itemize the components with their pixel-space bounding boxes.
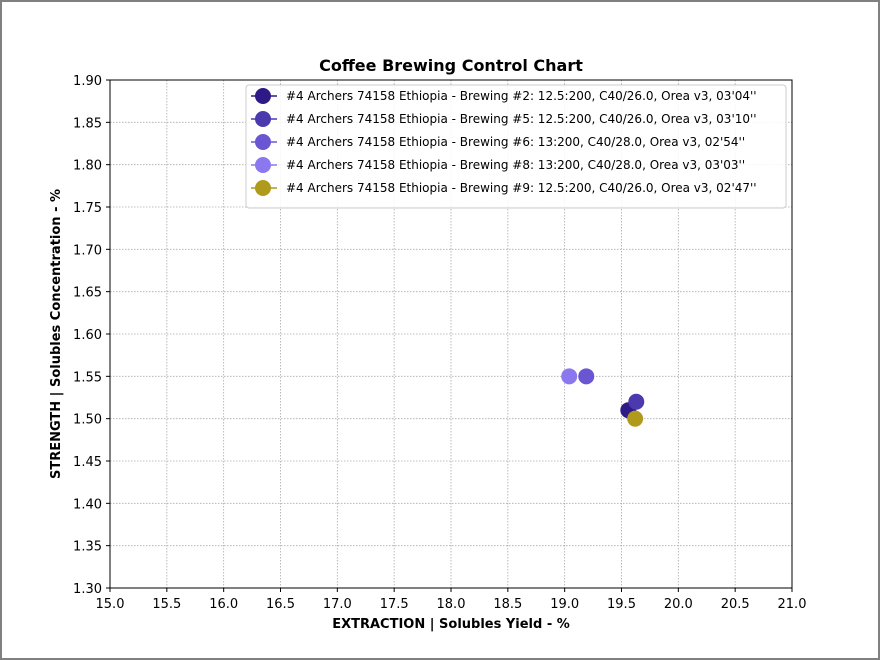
y-tick-label: 1.70 (73, 243, 102, 258)
legend-marker-4 (255, 157, 271, 173)
legend-label-5: #4 Archers 74158 Ethiopia - Brewing #9: … (286, 181, 757, 195)
legend-marker-2 (255, 111, 271, 127)
legend-marker-3 (255, 134, 271, 150)
x-tick-label: 19.5 (607, 597, 636, 612)
x-tick-label: 16.0 (209, 597, 238, 612)
x-tick-label: 16.5 (266, 597, 295, 612)
plot-area (109, 79, 793, 589)
x-tick-label: 21.0 (778, 597, 807, 612)
data-point-series-5 (627, 410, 644, 427)
y-tick-label: 1.35 (73, 540, 102, 555)
legend-marker-5 (255, 180, 271, 196)
legend-marker-1 (255, 88, 271, 104)
y-tick-label: 1.80 (73, 159, 102, 174)
data-point-series-2 (628, 393, 645, 410)
x-tick-label: 20.0 (664, 597, 693, 612)
y-axis-ticks: 1.30 1.35 1.40 1.45 1.50 1.55 1.60 1.65 1.70 1.75… (73, 74, 110, 597)
legend-label-2: #4 Archers 74158 Ethiopia - Brewing #5: … (286, 112, 757, 126)
x-tick-label: 15.0 (96, 597, 125, 612)
legend-label-3: #4 Archers 74158 Ethiopia - Brewing #6: … (286, 135, 745, 149)
legend-box (245, 84, 787, 209)
x-axis-ticks: 15.0 15.5 16.0 16.5 17.0 17.5 18.0 18.5 19.0 19.5… (96, 588, 807, 612)
x-tick-label: 17.0 (323, 597, 352, 612)
legend-label-1: #4 Archers 74158 Ethiopia - Brewing #2: … (286, 89, 757, 103)
x-tick-label: 18.0 (437, 597, 466, 612)
legend-label-4: #4 Archers 74158 Ethiopia - Brewing #8: … (286, 158, 745, 172)
data-point-series-3 (578, 368, 595, 385)
y-tick-label: 1.40 (73, 497, 102, 512)
y-tick-label: 1.85 (73, 116, 102, 131)
x-axis-title: EXTRACTION | Solubles Yield - % (332, 617, 570, 632)
y-tick-label: 1.65 (73, 286, 102, 301)
y-tick-label: 1.45 (73, 455, 102, 470)
y-tick-label: 1.75 (73, 201, 102, 216)
data-points (561, 368, 645, 427)
x-tick-label: 19.0 (550, 597, 579, 612)
legend: #4 Archers 74158 Ethiopia - Brewing #2: … (245, 84, 787, 209)
x-tick-label: 15.5 (152, 597, 181, 612)
x-tick-label: 17.5 (380, 597, 409, 612)
y-tick-label: 1.30 (73, 582, 102, 597)
y-tick-label: 1.50 (73, 413, 102, 428)
y-tick-label: 1.90 (73, 74, 102, 89)
y-tick-label: 1.60 (73, 328, 102, 343)
y-axis-title: STRENGTH | Solubles Concentration - % (49, 189, 64, 479)
data-point-series-4 (561, 368, 578, 385)
x-tick-label: 18.5 (493, 597, 522, 612)
y-tick-label: 1.55 (73, 370, 102, 385)
chart-title: Coffee Brewing Control Chart (319, 56, 583, 75)
x-tick-label: 20.5 (721, 597, 750, 612)
